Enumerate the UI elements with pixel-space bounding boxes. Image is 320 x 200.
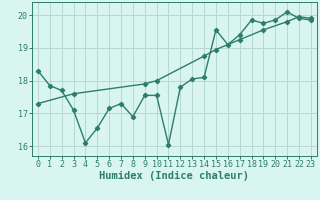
X-axis label: Humidex (Indice chaleur): Humidex (Indice chaleur)	[100, 171, 249, 181]
